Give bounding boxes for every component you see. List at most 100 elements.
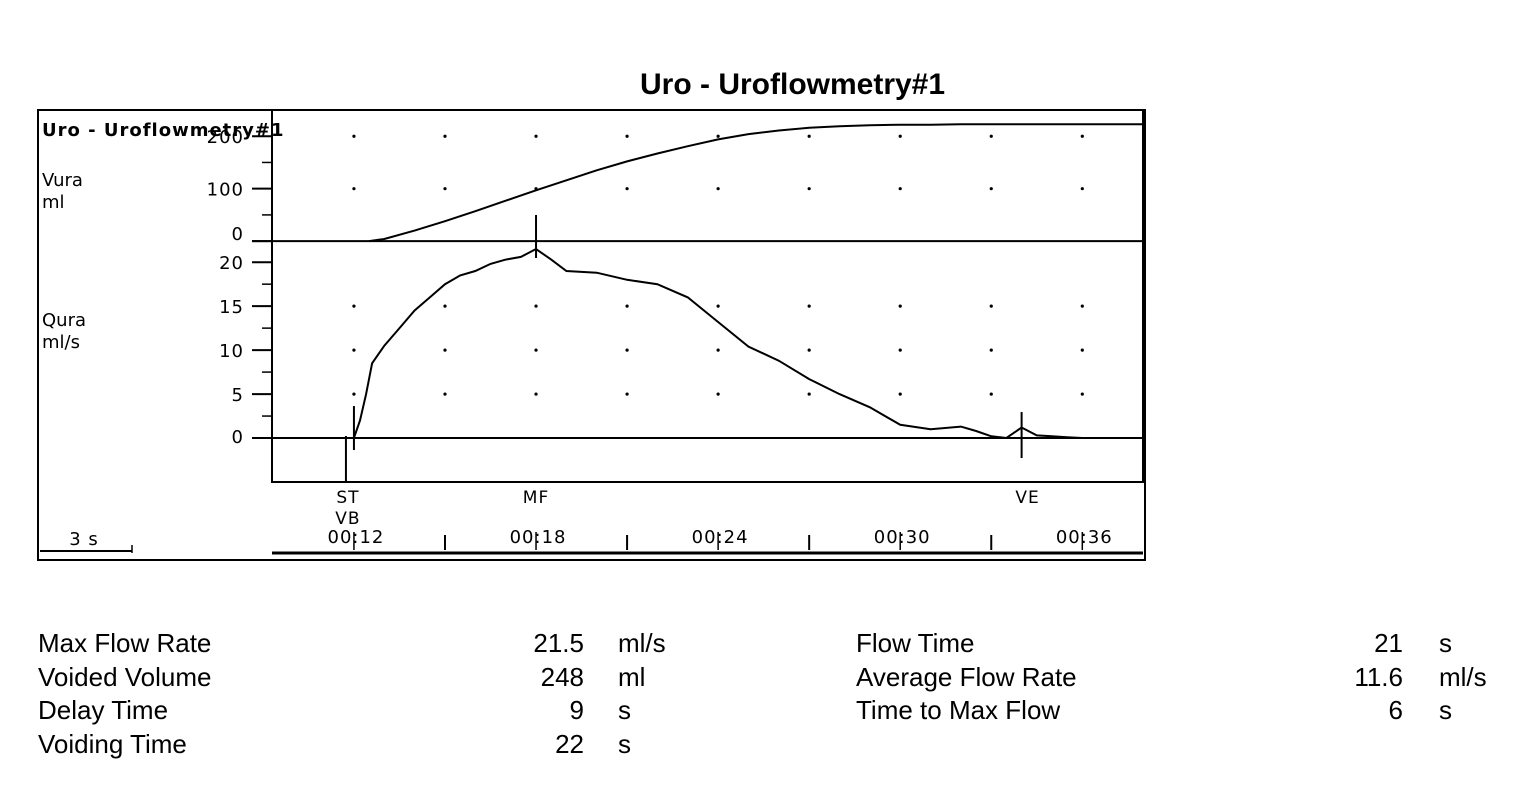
grid-dot (989, 187, 993, 191)
grid-dot (989, 304, 993, 308)
stat-label: Flow Time (856, 628, 975, 658)
stat-label: Delay Time (38, 695, 169, 725)
grid-dot (1080, 134, 1084, 138)
stat-label: Voiding Time (38, 728, 187, 759)
grid-dot (1080, 187, 1084, 191)
volume-tick-label: 200 (207, 127, 244, 148)
grid-dot (352, 187, 356, 191)
stat-row: Flow Time 21 s (856, 628, 1516, 660)
grid-dot (352, 304, 356, 308)
stat-value: 11.6 (1354, 661, 1403, 692)
grid-dot (443, 392, 447, 396)
grid-dot (443, 348, 447, 352)
grid-dot (716, 304, 720, 308)
grid-dot (898, 187, 902, 191)
time-scale-label: 3 s (69, 529, 99, 550)
grid-dot (443, 134, 447, 138)
flow-curve (352, 247, 1083, 440)
stat-unit: s (618, 695, 631, 725)
stat-value: 21.5 (533, 628, 584, 658)
grid-dot (989, 134, 993, 138)
chart-outer-frame (37, 109, 1146, 561)
stat-value: 248 (540, 661, 584, 692)
volume-curve (368, 123, 1143, 243)
time-tick-label: 00:36 (1056, 527, 1113, 548)
grid-dot (716, 348, 720, 352)
grid-dot (352, 392, 356, 396)
stat-value: 22 (555, 728, 584, 759)
marker-st-label: ST (336, 488, 359, 508)
stat-row: Max Flow Rate 21.5 ml/s (38, 628, 738, 660)
stat-label: Time to Max Flow (856, 695, 1061, 725)
grid-dot (989, 392, 993, 396)
time-tick-label: 00:12 (328, 527, 385, 548)
stats-left: Max Flow Rate 21.5 ml/s Voided Volume 248 ml D… (38, 628, 738, 768)
stat-label: Max Flow Rate (38, 628, 212, 658)
grid-dot (625, 304, 629, 308)
volume-tick-label: 100 (207, 180, 244, 201)
grid-dot (898, 348, 902, 352)
marker-ve-label: VE (1015, 488, 1039, 508)
stat-unit: s (618, 728, 631, 759)
time-tick-label: 00:24 (692, 527, 749, 548)
stat-value: 6 (1388, 695, 1403, 725)
panel-title: Uro - Uroflowmetry#1 (42, 120, 285, 141)
grid-dot (716, 134, 720, 138)
stat-row: Time to Max Flow 6 s (856, 695, 1516, 727)
flow-tick-label: 10 (219, 341, 244, 362)
stat-unit: s (1439, 695, 1452, 725)
grid-dot (989, 348, 993, 352)
grid-dot (625, 134, 629, 138)
grid-dot (807, 392, 811, 396)
grid-dot (1080, 348, 1084, 352)
stat-label: Voided Volume (38, 661, 212, 692)
page-title: Uro - Uroflowmetry#1 (640, 68, 946, 101)
stat-row: Voiding Time 22 s (38, 729, 738, 761)
grid-dot (807, 348, 811, 352)
stat-value: 21 (1374, 628, 1403, 658)
grid-dot (898, 304, 902, 308)
grid-dot (807, 187, 811, 191)
grid-dot (534, 134, 538, 138)
grid-dot (898, 392, 902, 396)
stat-unit: s (1439, 628, 1452, 658)
flow-tick-label: 0 (232, 427, 244, 448)
stat-unit: ml/s (1439, 661, 1487, 692)
flow-axis-name: Qura (42, 310, 86, 331)
grid-dot (625, 187, 629, 191)
stat-value: 9 (569, 695, 584, 725)
grid-dot (716, 187, 720, 191)
flow-tick-label: 5 (232, 385, 244, 406)
volume-tick-label: 0 (232, 224, 244, 245)
time-tick-label: 00:30 (874, 527, 931, 548)
grid-dot (716, 392, 720, 396)
grid-dot (352, 134, 356, 138)
stat-label: Average Flow Rate (856, 661, 1077, 692)
grid-dot (352, 348, 356, 352)
volume-axis-name: Vura (42, 170, 83, 191)
grid-dot (625, 348, 629, 352)
grid-dot (898, 134, 902, 138)
marker-vb-label: VB (335, 509, 360, 529)
grid-dot (625, 392, 629, 396)
grid-dot (443, 304, 447, 308)
grid-dot (1080, 392, 1084, 396)
volume-axis-unit: ml (42, 192, 65, 213)
flow-tick-label: 15 (219, 297, 244, 318)
grid-dot (534, 348, 538, 352)
grid-dot (1080, 304, 1084, 308)
stats-right: Flow Time 21 s Average Flow Rate 11.6 ml/s Tim… (856, 628, 1516, 768)
stat-row: Average Flow Rate 11.6 ml/s (856, 662, 1516, 694)
marker-mf-label: MF (523, 488, 549, 508)
stat-unit: ml (618, 661, 646, 692)
flow-tick-label: 20 (219, 253, 244, 274)
grid-dot (443, 187, 447, 191)
stat-row: Voided Volume 248 ml (38, 662, 738, 694)
plot-area-frame (271, 109, 1144, 483)
grid-dot (807, 134, 811, 138)
grid-dot (807, 304, 811, 308)
time-tick-label: 00:18 (510, 527, 567, 548)
stat-unit: ml/s (618, 628, 666, 658)
grid-dot (534, 392, 538, 396)
